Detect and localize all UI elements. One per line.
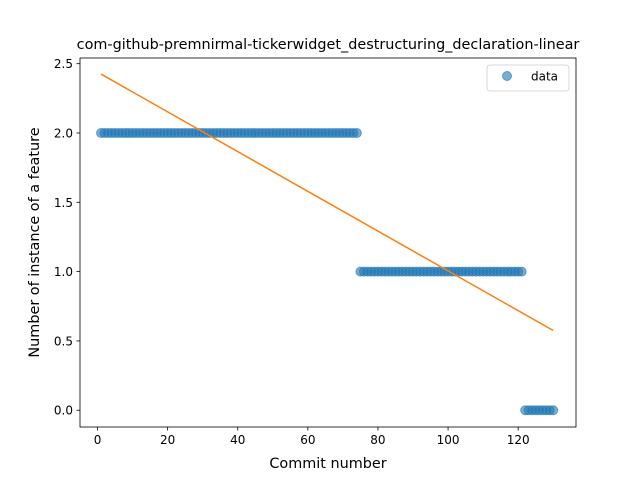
- y-tick-label: 1.5: [54, 196, 73, 210]
- y-tick-label: 1.0: [54, 265, 73, 279]
- y-axis: 0.0 0.5 1.0 1.5 2.0 2.5: [54, 57, 80, 418]
- scatter-point: [351, 127, 362, 138]
- x-tick-label: 0: [94, 433, 102, 447]
- x-tick-label: 40: [230, 433, 245, 447]
- x-tick-label: 120: [507, 433, 530, 447]
- trend-line: [100, 73, 554, 332]
- chart-title: com-github-premnirmal-tickerwidget_destr…: [77, 37, 580, 53]
- y-axis-label: Number of instance of a feature: [27, 127, 43, 357]
- x-axis-label: Commit number: [269, 456, 386, 472]
- y-tick-label: 2.0: [54, 126, 73, 140]
- y-tick-label: 0.5: [54, 334, 73, 348]
- axes-frame: [79, 57, 577, 428]
- legend: data: [486, 64, 570, 92]
- scatter-point: [516, 266, 527, 277]
- y-tick-label: 0.0: [54, 404, 73, 418]
- x-axis: 0 20 40 60 80 100 120: [94, 427, 530, 447]
- legend-label-data: data: [531, 70, 558, 84]
- x-tick-label: 100: [437, 433, 460, 447]
- plot-area: [96, 73, 559, 416]
- x-tick-label: 60: [300, 433, 315, 447]
- y-tick-label: 2.5: [54, 57, 73, 71]
- legend-marker-data: [502, 71, 512, 81]
- x-tick-label: 80: [370, 433, 385, 447]
- x-tick-label: 20: [160, 433, 175, 447]
- scatter-point: [548, 405, 559, 416]
